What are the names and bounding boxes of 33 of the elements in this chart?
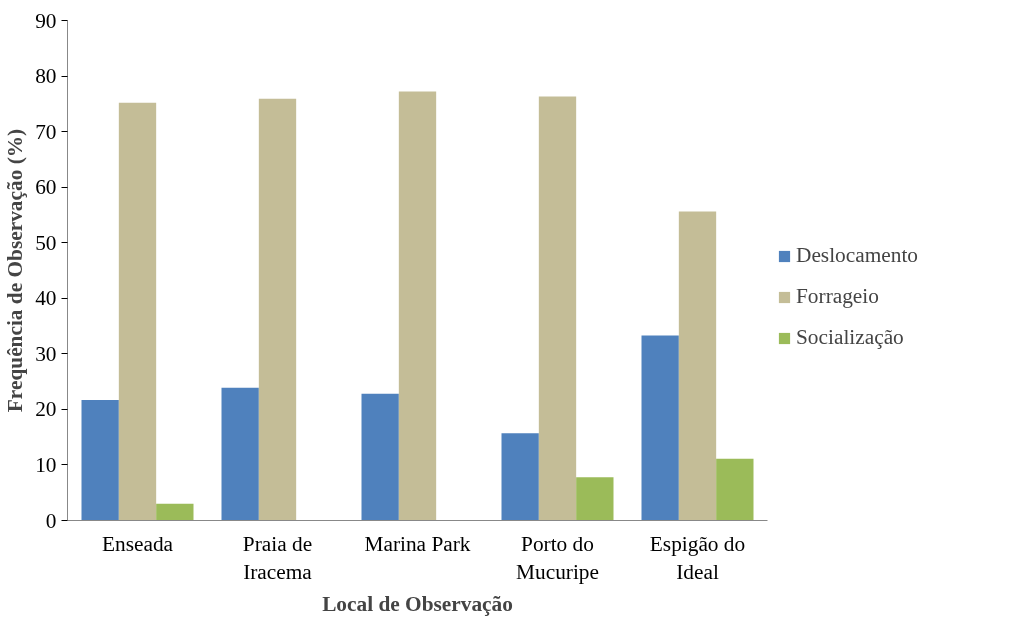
y-tick-label: 30 — [35, 341, 57, 366]
bar — [361, 393, 399, 521]
x-tick-label: Enseada — [101, 531, 174, 556]
bar — [156, 503, 194, 521]
x-tick-label: Porto do Mucuripe — [516, 531, 599, 585]
bar — [538, 96, 577, 521]
y-tick-label: 10 — [35, 452, 57, 477]
y-axis-title: Frequência de Observação (%) — [3, 128, 28, 413]
y-tick-label: 40 — [35, 286, 57, 311]
y-tick-label: 80 — [35, 64, 57, 89]
y-tick-label: 0 — [45, 508, 57, 533]
bar — [221, 387, 259, 521]
y-tick-label: 90 — [35, 8, 57, 33]
x-axis-title: Local de Observação — [322, 592, 513, 617]
x-tick-label: Espigão do Ideal — [649, 531, 746, 585]
bar — [258, 98, 297, 521]
x-tick-label: Marina Park — [364, 531, 471, 556]
legend-label: Socialização — [796, 325, 904, 350]
legend-label: Deslocamento — [796, 243, 919, 268]
bar — [118, 102, 157, 521]
y-tick-label: 20 — [35, 397, 57, 422]
y-tick-label: 60 — [35, 175, 57, 200]
bar — [81, 399, 119, 521]
bar — [398, 91, 437, 521]
bar — [501, 433, 539, 521]
y-tick-label: 50 — [35, 230, 57, 255]
bar — [678, 211, 717, 521]
bar — [641, 335, 679, 521]
bar — [716, 458, 754, 521]
bar — [576, 477, 614, 521]
y-tick-label: 70 — [35, 119, 57, 144]
x-tick-label: Praia de Iracema — [242, 531, 313, 585]
legend-label: Forrageio — [796, 284, 879, 309]
